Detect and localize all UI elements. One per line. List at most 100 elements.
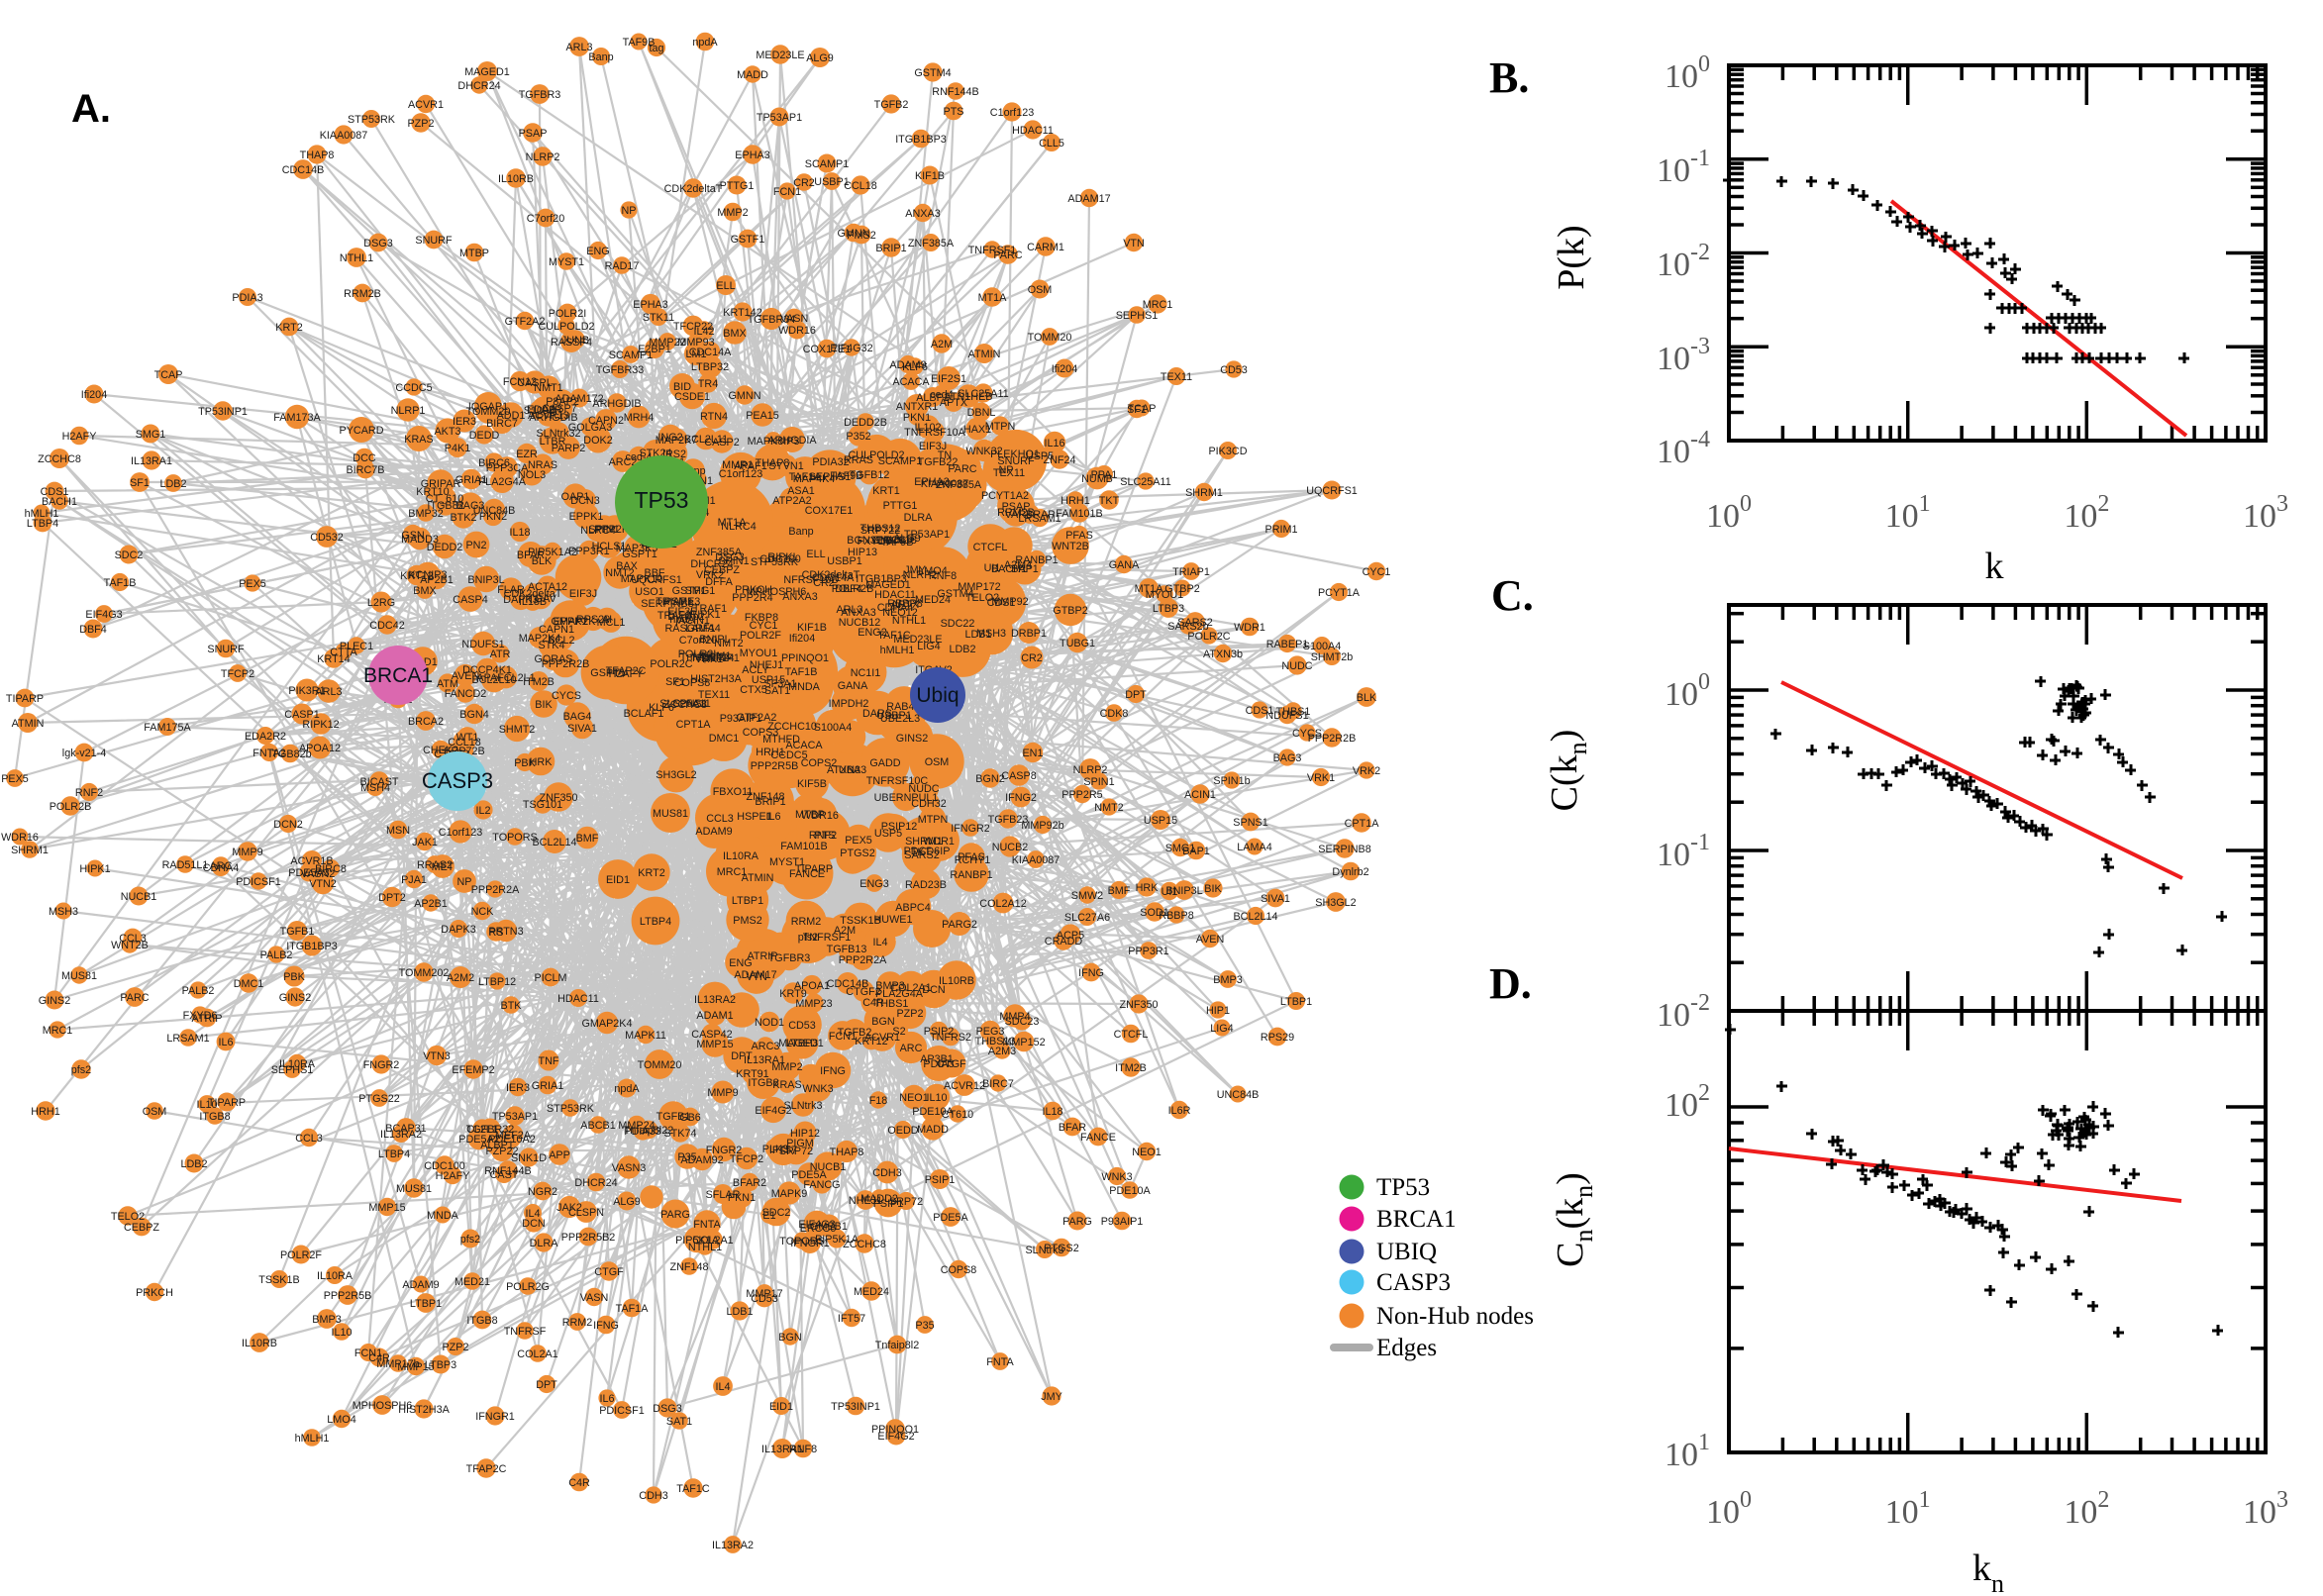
svg-text:ZNF148: ZNF148 <box>669 1261 708 1273</box>
svg-text:ABPC4: ABPC4 <box>895 902 930 914</box>
svg-text:RNF2: RNF2 <box>75 787 103 799</box>
svg-text:MMP17b: MMP17b <box>376 1358 419 1370</box>
svg-text:BGN4: BGN4 <box>459 709 488 721</box>
svg-text:SPIN1: SPIN1 <box>1083 776 1114 788</box>
svg-text:VASN: VASN <box>780 313 809 325</box>
svg-text:NTHL1: NTHL1 <box>340 252 373 264</box>
svg-text:IL6: IL6 <box>218 1037 233 1048</box>
svg-text:TRIAP1: TRIAP1 <box>1172 566 1210 578</box>
svg-text:BAG4: BAG4 <box>563 711 592 723</box>
svg-text:PDICSF1: PDICSF1 <box>236 876 281 888</box>
svg-text:ADAM92: ADAM92 <box>680 1154 723 1166</box>
svg-text:HRH1: HRH1 <box>756 747 784 758</box>
svg-text:STK11: STK11 <box>643 312 674 324</box>
svg-text:SRP722: SRP722 <box>860 525 900 537</box>
svg-text:PIP5K1A: PIP5K1A <box>815 1234 859 1246</box>
svg-text:MRC1: MRC1 <box>717 866 748 878</box>
svg-text:A.: A. <box>71 87 111 131</box>
svg-text:TNF: TNF <box>539 1055 559 1067</box>
svg-text:RANBP1: RANBP1 <box>1015 554 1058 566</box>
svg-text:lgk-v21-4: lgk-v21-4 <box>62 748 106 759</box>
svg-text:MYST1: MYST1 <box>769 856 805 868</box>
svg-text:FANCD2: FANCD2 <box>445 688 487 700</box>
svg-text:COL2A12: COL2A12 <box>979 898 1026 910</box>
svg-text:CASP8: CASP8 <box>1001 770 1036 782</box>
svg-text:Edges: Edges <box>1376 1335 1437 1361</box>
svg-text:CASP3: CASP3 <box>1376 1269 1451 1296</box>
svg-text:Banp: Banp <box>588 51 613 63</box>
svg-text:CASP2: CASP2 <box>704 437 739 449</box>
svg-text:PDCD6IP: PDCD6IP <box>904 846 951 857</box>
svg-text:MAP4K4: MAP4K4 <box>793 473 836 485</box>
svg-text:ASA1: ASA1 <box>787 485 815 497</box>
svg-text:PARG: PARG <box>660 1209 690 1221</box>
svg-text:DBF4: DBF4 <box>79 624 107 636</box>
svg-text:DCN: DCN <box>922 984 945 996</box>
svg-text:MAPK11: MAPK11 <box>625 1030 666 1042</box>
svg-text:NOL3: NOL3 <box>518 469 546 481</box>
svg-text:BMP32: BMP32 <box>408 508 443 520</box>
svg-text:RNF144B: RNF144B <box>932 86 978 98</box>
svg-text:IER3: IER3 <box>453 416 476 428</box>
svg-text:AI: AI <box>602 614 612 626</box>
svg-text:SOD1: SOD1 <box>1140 907 1168 919</box>
svg-text:TUBG1: TUBG1 <box>1060 638 1095 649</box>
svg-text:BMF: BMF <box>576 833 599 845</box>
svg-text:PEX5: PEX5 <box>239 578 266 590</box>
svg-text:PEX5: PEX5 <box>1 773 29 785</box>
svg-text:UQCRFS1: UQCRFS1 <box>1306 485 1358 497</box>
svg-text:AP2B1: AP2B1 <box>414 898 448 910</box>
svg-text:CD53: CD53 <box>788 1020 816 1032</box>
svg-text:pfs2: pfs2 <box>71 1064 91 1076</box>
svg-text:C(kn): C(kn) <box>1544 730 1592 812</box>
svg-text:PSIP1: PSIP1 <box>925 1174 956 1186</box>
svg-text:LIG4: LIG4 <box>1210 1023 1233 1035</box>
svg-text:NUCB2: NUCB2 <box>992 842 1029 853</box>
svg-text:KRT2: KRT2 <box>638 867 664 879</box>
svg-text:DEDD2B: DEDD2B <box>844 417 887 429</box>
svg-text:TP53INP1: TP53INP1 <box>831 1401 880 1413</box>
svg-text:IL10RA: IL10RA <box>279 1058 316 1070</box>
svg-text:LDB2: LDB2 <box>180 1158 207 1170</box>
svg-text:A2M: A2M <box>931 339 953 350</box>
svg-text:NDUFS1: NDUFS1 <box>1265 710 1308 722</box>
svg-text:CDK2deltaT: CDK2deltaT <box>504 588 562 600</box>
svg-text:ATXN3b: ATXN3b <box>1203 648 1243 660</box>
svg-text:PTGS22: PTGS22 <box>358 1093 399 1105</box>
svg-text:PCYT1A2: PCYT1A2 <box>981 490 1029 502</box>
svg-text:POLR2B: POLR2B <box>50 801 92 813</box>
svg-text:TNFRS2: TNFRS2 <box>930 1032 971 1044</box>
svg-text:HIP13: HIP13 <box>848 547 877 558</box>
svg-text:IL10RA: IL10RA <box>317 1270 354 1282</box>
svg-text:THAP8: THAP8 <box>300 150 335 161</box>
svg-text:IER3: IER3 <box>506 1082 530 1094</box>
svg-text:IMPDH2: IMPDH2 <box>829 698 869 710</box>
svg-text:PZP22: PZP22 <box>485 1146 518 1157</box>
svg-text:BNIP3L: BNIP3L <box>1165 885 1202 897</box>
svg-text:MUS81: MUS81 <box>396 1183 432 1195</box>
svg-text:DMC1: DMC1 <box>234 978 264 990</box>
svg-text:AP3B1: AP3B1 <box>920 1053 954 1065</box>
svg-text:GORAS: GORAS <box>535 653 573 665</box>
svg-text:PKN2: PKN2 <box>479 511 507 523</box>
svg-text:PPP2R2B: PPP2R2B <box>1308 733 1357 745</box>
svg-text:BAP1: BAP1 <box>1182 846 1210 857</box>
svg-text:USP5: USP5 <box>1026 450 1054 462</box>
svg-text:SPIN1: SPIN1 <box>588 524 619 536</box>
svg-text:PPP2R2A: PPP2R2A <box>471 884 520 896</box>
svg-text:LTBP3: LTBP3 <box>425 1359 456 1371</box>
svg-text:IFNG2: IFNG2 <box>1005 792 1037 804</box>
svg-text:C.: C. <box>1491 571 1534 620</box>
svg-text:IL10RB: IL10RB <box>242 1338 277 1349</box>
svg-text:IL13RA2: IL13RA2 <box>694 994 736 1006</box>
svg-text:hMLH1: hMLH1 <box>295 1433 330 1445</box>
svg-text:CARM1: CARM1 <box>1027 242 1064 253</box>
svg-text:UNC84B: UNC84B <box>1217 1089 1260 1101</box>
svg-text:BMX: BMX <box>723 328 746 340</box>
svg-text:COPS3: COPS3 <box>743 727 779 739</box>
svg-text:SFLAR: SFLAR <box>706 1189 741 1201</box>
svg-text:BIK: BIK <box>535 699 553 711</box>
svg-text:MMP2: MMP2 <box>771 1061 802 1073</box>
svg-text:NUCB1: NUCB1 <box>121 891 157 903</box>
svg-text:MRC1: MRC1 <box>43 1025 73 1037</box>
